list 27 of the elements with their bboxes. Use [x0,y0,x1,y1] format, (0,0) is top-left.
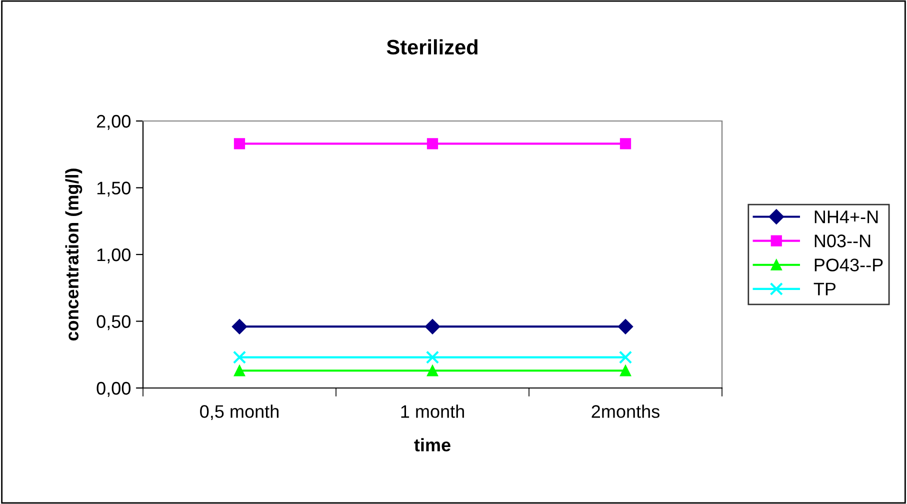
x-tick-label: 0,5 month [200,404,278,420]
point [618,350,632,364]
point [232,319,248,334]
point [426,350,440,364]
point [620,365,632,376]
y-tick-label: 2,00 [96,114,130,130]
x-axis-title: time [414,438,450,452]
point [234,138,246,150]
point [426,365,438,376]
legend-label: N03--N [814,234,870,248]
point [232,350,246,364]
point [426,138,438,150]
y-tick-label: 1,00 [97,248,130,264]
legend-label: TP [814,282,836,296]
y-tick-label: 0,00 [96,382,130,397]
point [620,138,632,150]
y-axis-title: concentration (mg/l) [65,168,82,341]
y-tick-label: 0,50 [96,315,130,330]
point [618,319,634,334]
point [234,365,246,376]
x-tick-label: 1 month [401,404,464,418]
y-tick-label: 1,50 [97,182,130,197]
point [424,319,440,334]
x-tick-label: 2months [592,404,660,418]
chart-title: Sterilized [386,39,478,55]
legend-label: PO43--P [814,258,883,272]
legend-label: NH4+-N [814,210,878,224]
